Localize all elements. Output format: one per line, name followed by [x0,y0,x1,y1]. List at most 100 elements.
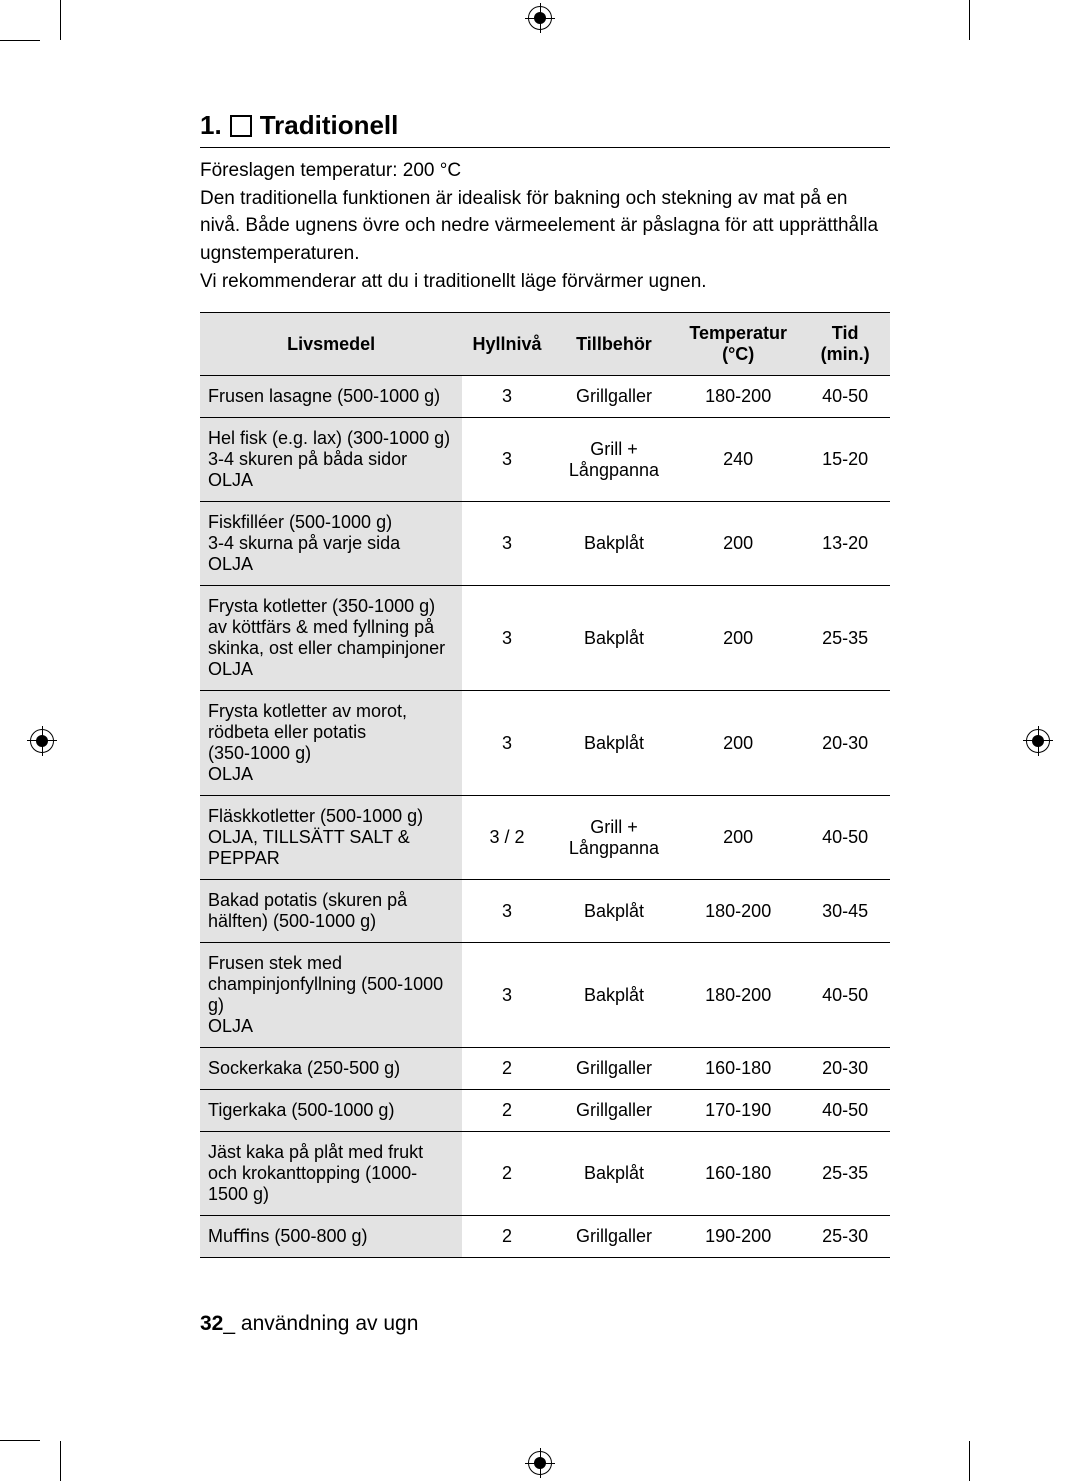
crop-mark [969,0,970,40]
cell-food: Frusen stek med champinjonfyllning (500-… [200,943,462,1048]
cell-level: 3 [462,943,552,1048]
cell-time: 25-35 [800,586,890,691]
cell-level: 3 [462,586,552,691]
cell-temperature: 200 [676,586,800,691]
col-header-temperature: Temperatur (°C) [676,313,800,376]
registration-mark-icon [528,6,552,30]
section-heading: 1. Traditionell [200,110,890,148]
cell-accessory: Bakplåt [552,586,676,691]
description-line: ugnstemperaturen. [200,241,890,267]
table-row: Hel fisk (e.g. lax) (300-1000 g)3-4 skur… [200,418,890,502]
page-content: 1. Traditionell Föreslagen temperatur: 2… [200,110,890,1258]
cell-time: 20-30 [800,1048,890,1090]
crop-mark [0,1440,40,1441]
cell-temperature: 180-200 [676,943,800,1048]
cell-accessory: Bakplåt [552,943,676,1048]
registration-mark-icon [528,1451,552,1475]
cell-time: 40-50 [800,376,890,418]
cell-time: 13-20 [800,502,890,586]
cell-accessory: Bakplåt [552,691,676,796]
col-header-time: Tid (min.) [800,313,890,376]
table-row: Jäst kaka på plåt med frukt och krokantt… [200,1132,890,1216]
cell-time: 30-45 [800,880,890,943]
cell-accessory: Bakplåt [552,880,676,943]
cell-level: 2 [462,1132,552,1216]
cell-level: 2 [462,1216,552,1258]
table-header-row: Livsmedel Hyllnivå Tillbehör Temperatur … [200,313,890,376]
crop-mark [969,1441,970,1481]
cell-accessory: Grillgaller [552,1048,676,1090]
cell-food: Frysta kotletter av morot, rödbeta eller… [200,691,462,796]
table-row: Fläskkotletter (500-1000 g)OLJA, TILLSÄT… [200,796,890,880]
cell-accessory: Grill + Långpanna [552,418,676,502]
recommendation-line: Vi rekommenderar att du i traditionellt … [200,269,890,295]
cell-level: 3 [462,376,552,418]
footer-separator: _ [223,1312,235,1335]
footer-section-label: användning av ugn [241,1312,419,1335]
section-number: 1. [200,110,222,141]
section-title-text: Traditionell [260,110,399,141]
cell-temperature: 240 [676,418,800,502]
cell-time: 40-50 [800,943,890,1048]
table-row: Frusen lasagne (500-1000 g)3Grillgaller1… [200,376,890,418]
cell-accessory: Grillgaller [552,376,676,418]
cell-accessory: Bakplåt [552,502,676,586]
cell-food: Jäst kaka på plåt med frukt och krokantt… [200,1132,462,1216]
cell-temperature: 180-200 [676,880,800,943]
cell-food: Frysta kotletter (350-1000 g) av köttfär… [200,586,462,691]
col-header-accessory: Tillbehör [552,313,676,376]
crop-mark [0,40,40,41]
cell-temperature: 200 [676,691,800,796]
cell-temperature: 160-180 [676,1048,800,1090]
col-header-level: Hyllnivå [462,313,552,376]
crop-mark [60,1441,61,1481]
cell-temperature: 160-180 [676,1132,800,1216]
cell-temperature: 200 [676,796,800,880]
cell-time: 25-30 [800,1216,890,1258]
suggested-temp: Föreslagen temperatur: 200 °C [200,158,890,184]
table-row: Bakad potatis (skuren på hälften) (500-1… [200,880,890,943]
table-row: Frusen stek med champinjonfyllning (500-… [200,943,890,1048]
cell-food: Fiskfilléer (500-1000 g)3-4 skurna på va… [200,502,462,586]
description-line: Den traditionella funktionen är idealisk… [200,186,890,212]
cell-accessory: Grillgaller [552,1090,676,1132]
registration-mark-icon [30,729,54,753]
cell-accessory: Bakplåt [552,1132,676,1216]
table-row: Fiskfilléer (500-1000 g)3-4 skurna på va… [200,502,890,586]
description-line: nivå. Både ugnens övre och nedre värmeel… [200,213,890,239]
table-row: Muﬃns (500-800 g)2Grillgaller190-20025-3… [200,1216,890,1258]
cell-accessory: Grillgaller [552,1216,676,1258]
table-row: Sockerkaka (250-500 g)2Grillgaller160-18… [200,1048,890,1090]
cell-temperature: 200 [676,502,800,586]
cell-time: 40-50 [800,1090,890,1132]
cell-food: Sockerkaka (250-500 g) [200,1048,462,1090]
cooking-table: Livsmedel Hyllnivå Tillbehör Temperatur … [200,312,890,1258]
cell-level: 2 [462,1048,552,1090]
crop-mark [60,0,61,40]
cell-temperature: 170-190 [676,1090,800,1132]
cell-food: Hel fisk (e.g. lax) (300-1000 g)3-4 skur… [200,418,462,502]
col-header-food: Livsmedel [200,313,462,376]
cell-food: Tigerkaka (500-1000 g) [200,1090,462,1132]
table-row: Frysta kotletter av morot, rödbeta eller… [200,691,890,796]
cell-food: Frusen lasagne (500-1000 g) [200,376,462,418]
page-number: 32 [200,1312,223,1335]
cell-time: 40-50 [800,796,890,880]
cell-temperature: 180-200 [676,376,800,418]
cell-level: 3 [462,418,552,502]
cell-time: 25-35 [800,1132,890,1216]
cell-food: Muﬃns (500-800 g) [200,1216,462,1258]
cell-level: 3 [462,880,552,943]
cell-level: 3 / 2 [462,796,552,880]
cell-level: 2 [462,1090,552,1132]
page-footer: 32_ användning av ugn [200,1312,418,1336]
cell-food: Fläskkotletter (500-1000 g)OLJA, TILLSÄT… [200,796,462,880]
cell-time: 15-20 [800,418,890,502]
cell-accessory: Grill + Långpanna [552,796,676,880]
cell-food: Bakad potatis (skuren på hälften) (500-1… [200,880,462,943]
intro-block: Föreslagen temperatur: 200 °C Den tradit… [200,158,890,294]
cell-time: 20-30 [800,691,890,796]
table-row: Tigerkaka (500-1000 g)2Grillgaller170-19… [200,1090,890,1132]
registration-mark-icon [1026,729,1050,753]
oven-mode-icon [230,115,252,137]
